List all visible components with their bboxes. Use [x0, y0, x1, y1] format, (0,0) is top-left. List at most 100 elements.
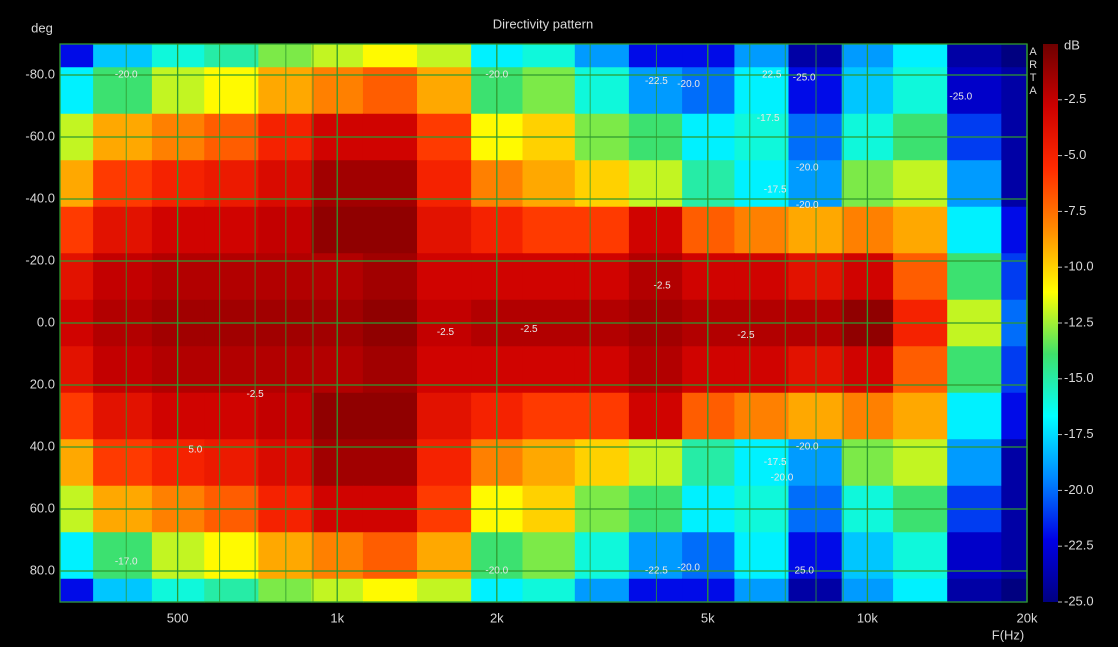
heat-cell [628, 44, 683, 68]
heat-cell [734, 44, 790, 68]
heat-cell [574, 160, 630, 208]
heat-cell [522, 44, 576, 68]
contour-label: -20.0 [677, 563, 700, 574]
plot-frame [59, 43, 1028, 603]
heat-cell [204, 439, 259, 487]
heat-cell [60, 67, 94, 115]
heat-cell [60, 439, 94, 487]
heat-cell [682, 67, 736, 115]
heat-cell [1001, 578, 1028, 603]
heat-cell [522, 253, 576, 301]
heat-cell [893, 392, 948, 440]
heat-cell [947, 578, 1002, 603]
heat-cell [417, 44, 472, 68]
heat-cell [788, 44, 843, 68]
x-tick-label: 500 [167, 610, 189, 625]
heat-cell [893, 160, 948, 208]
contour-label: -20.0 [485, 566, 508, 577]
heat-cell [522, 346, 576, 394]
heat-cell [893, 44, 948, 68]
heat-cell [1001, 346, 1028, 394]
heat-cell [1001, 67, 1028, 115]
heat-cell [93, 346, 153, 394]
heat-cell [417, 160, 472, 208]
heat-cell [93, 439, 153, 487]
heat-cell [734, 392, 790, 440]
heat-cell [258, 532, 313, 580]
contour-label: -20.0 [796, 163, 819, 174]
x-tick-label: 2k [490, 610, 504, 625]
heat-cell [574, 67, 630, 115]
heat-cell [893, 67, 948, 115]
heat-cell [1001, 532, 1028, 580]
heat-cell [574, 532, 630, 580]
heat-cell [893, 253, 948, 301]
contour-label: -17.5 [764, 184, 787, 195]
heat-cell [258, 160, 313, 208]
heat-cell [628, 578, 683, 603]
heat-cell [258, 206, 313, 254]
heat-cell [60, 578, 94, 603]
heat-cell [628, 206, 683, 254]
heat-cell [522, 532, 576, 580]
heat-cell [947, 532, 1002, 580]
heat-cell [417, 578, 472, 603]
heat-cell [1001, 160, 1028, 208]
heat-cell [682, 578, 736, 603]
heat-cell [151, 160, 205, 208]
heat-cell [682, 44, 736, 68]
heat-cell [1001, 439, 1028, 487]
contour-label: -22.5 [645, 566, 668, 577]
heat-cell [362, 578, 418, 603]
heat-cell [93, 160, 153, 208]
heat-cell [734, 532, 790, 580]
heat-cell [734, 578, 790, 603]
heat-cell [1001, 44, 1028, 68]
contour-label: -20.0 [796, 442, 819, 453]
y-tick-label: -60.0 [25, 128, 55, 143]
heat-cell [788, 253, 843, 301]
contour-label: -20.0 [771, 473, 794, 484]
heat-cell [1001, 392, 1028, 440]
heat-cell [574, 44, 630, 68]
heat-cell [362, 160, 418, 208]
heat-cell [151, 67, 205, 115]
contour-label: -2.5 [653, 280, 671, 291]
heat-cell [204, 44, 259, 68]
heat-cell [682, 392, 736, 440]
heat-cell [60, 206, 94, 254]
contour-label: -17.5 [757, 113, 780, 124]
x-tick-label: 1k [330, 610, 344, 625]
heat-cell [362, 346, 418, 394]
heat-cell [417, 206, 472, 254]
chart-title: Directivity pattern [493, 16, 593, 31]
heat-cell [204, 253, 259, 301]
heat-cell [258, 44, 313, 68]
contour-label: -20.0 [115, 70, 138, 81]
y-tick-label: 60.0 [30, 500, 55, 515]
colorbar-tick-label: -2.5 [1064, 91, 1086, 106]
contour-label: -22.5 [645, 76, 668, 87]
heat-cell [362, 253, 418, 301]
y-tick-label: -80.0 [25, 66, 55, 81]
heat-cell [682, 160, 736, 208]
contour-label: 25.0 [794, 566, 814, 577]
heat-cell [947, 392, 1002, 440]
heat-cell [258, 578, 313, 603]
heat-cell [682, 346, 736, 394]
heat-cell [947, 44, 1002, 68]
heat-cell [60, 346, 94, 394]
heat-cell [893, 206, 948, 254]
heat-cell [628, 439, 683, 487]
heat-cell [574, 439, 630, 487]
heat-cell [60, 44, 94, 68]
heat-cell [574, 206, 630, 254]
heat-cell [628, 346, 683, 394]
heat-cell [417, 67, 472, 115]
heat-cell [522, 206, 576, 254]
heat-cell [151, 206, 205, 254]
contour-label: -25.0 [793, 73, 816, 84]
heat-cell [628, 253, 683, 301]
heat-cell [947, 439, 1002, 487]
heat-cell [947, 253, 1002, 301]
